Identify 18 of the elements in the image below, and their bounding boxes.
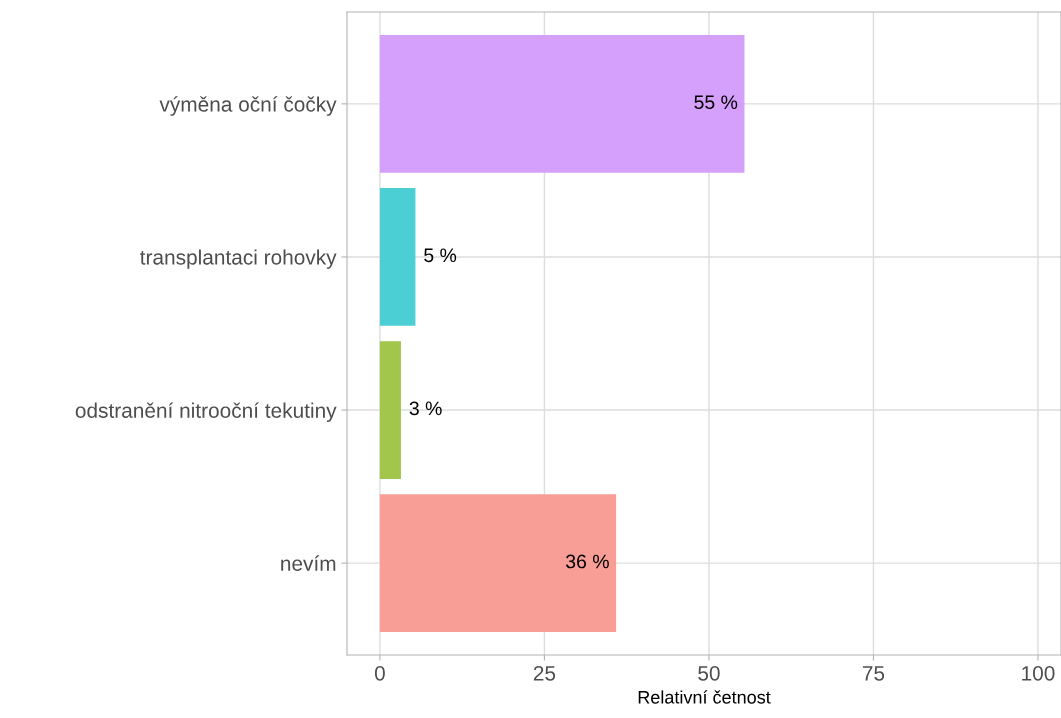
data-label: 3 %	[409, 401, 442, 416]
y-tick-label: výměna oční čočky	[159, 96, 337, 116]
data-label: 55 %	[694, 95, 738, 110]
bar	[379, 341, 401, 479]
data-label: 5 %	[424, 248, 457, 263]
y-tick-label: odstranění nitrooční tekutiny	[75, 402, 337, 423]
x-tick-label: 75	[862, 666, 885, 681]
x-tick-label: 25	[533, 665, 556, 681]
x-tick-label: 50	[698, 665, 720, 681]
y-tick-label: nevím	[281, 555, 336, 571]
y-tick-label: transplantaci rohovky	[140, 249, 337, 269]
bar	[379, 188, 416, 326]
x-axis-title: Relativní četnost	[638, 690, 771, 704]
x-tick-label: 100	[1022, 665, 1055, 681]
bar	[379, 34, 745, 173]
bar	[379, 494, 617, 633]
data-label: 36 %	[565, 554, 609, 569]
x-tick-label: 0	[374, 665, 385, 681]
